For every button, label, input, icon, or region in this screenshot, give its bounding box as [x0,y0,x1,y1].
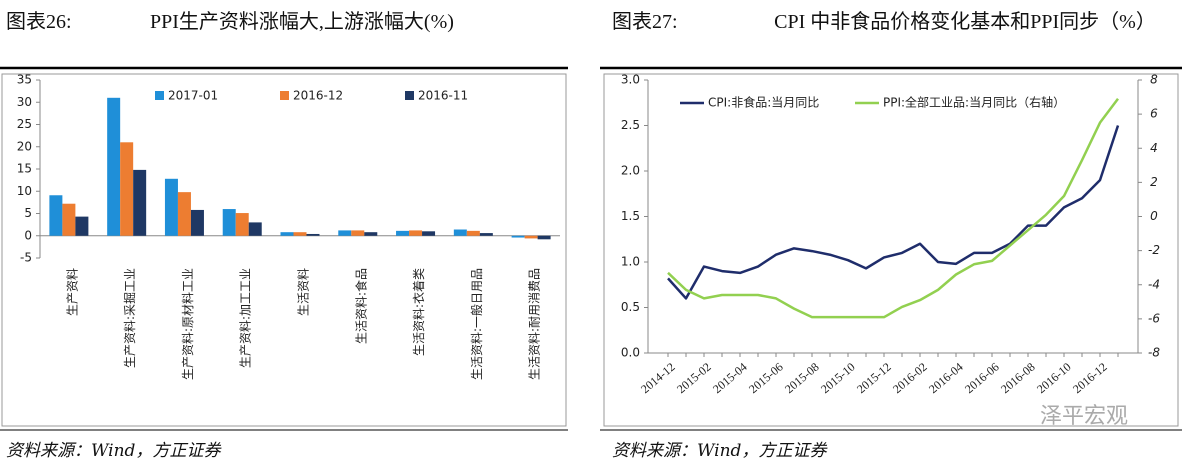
x-tick-label: 生产资料:加工工业 [239,268,253,368]
bar [338,230,352,236]
bar [62,203,76,236]
bar [164,178,178,236]
legend-swatch [405,91,414,100]
chart-label: 图表27: [612,11,678,33]
y2-tick-label: 0 [1150,209,1158,223]
legend-label: 2017-01 [168,89,218,103]
y-tick-label: 2.5 [621,118,640,132]
bar [120,142,134,236]
bar [453,229,467,236]
y-tick-label: 3.0 [621,73,640,87]
legend-label: CPI:非食品:当月同比 [708,95,819,110]
line [667,125,1120,300]
y-tick-label: 10 [17,184,32,198]
x-tick-label: 2015-08 [782,360,822,396]
y-tick-label: 30 [17,95,32,109]
y2-tick-label: 8 [1150,73,1158,87]
bar [49,195,63,236]
bar [511,235,525,238]
watermark: 泽平宏观 [1040,404,1129,429]
frame [603,73,1179,427]
bar [306,233,320,236]
y-tick-label: 1.5 [621,209,640,223]
x-tick-label: 生产资料:采掘工业 [122,268,137,368]
bar [537,235,551,240]
x-tick-label: 2016-02 [890,360,930,396]
bar [479,233,493,236]
bar [293,232,307,236]
line [667,98,1119,319]
chart-label: 图表26: [6,11,72,33]
y-tick-label: 1.0 [621,255,640,269]
bar [364,232,378,236]
bar [466,230,480,236]
bar [351,230,365,236]
bar [248,222,262,236]
bar [107,97,121,236]
legend-swatch [280,91,289,100]
chart-title: PPI生产资料涨幅大,上游涨幅大(%) [150,11,454,33]
y-tick-label: 2.0 [621,164,640,178]
y2-tick-label: -4 [1148,277,1160,291]
x-tick-label: 2016-06 [962,360,1002,396]
bar [396,230,410,236]
y2-tick-label: -2 [1148,243,1160,257]
legend-label: 2016-12 [293,89,343,103]
y-tick-label: 25 [17,117,32,131]
y-tick-label: 0.5 [621,300,640,314]
bar [75,216,89,236]
x-tick-label: 2015-06 [746,360,786,396]
x-tick-label: 2015-02 [674,360,714,396]
frame [1,73,567,427]
x-tick-label: 生活资料:衣着类 [411,268,426,356]
bar [133,169,147,236]
source: 资料来源：Wind，方正证券 [612,441,827,461]
bar [177,192,191,236]
x-tick-label: 2015-12 [854,360,894,396]
y-tick-label: 15 [17,162,32,176]
y-tick-label: 5 [24,206,32,220]
chart-title: CPI 中非食品价格变化基本和PPI同步（%） [774,11,1156,33]
y2-tick-label: 6 [1150,107,1158,121]
legend-label: PPI:全部工业品:当月同比（右轴） [883,95,1065,110]
x-tick-label: 2015-10 [818,360,858,396]
x-tick-label: 2016-04 [926,360,966,396]
x-tick-label: 2014-12 [638,360,678,396]
legend-label: 2016-11 [418,89,468,103]
bar [524,235,538,239]
bar [409,230,423,236]
y-tick-label: 0 [24,228,32,242]
bar [280,232,294,236]
x-tick-label: 2016-08 [998,360,1038,396]
x-tick-label: 生活资料 [297,268,311,316]
bar [222,209,236,236]
y2-tick-label: -6 [1148,311,1160,325]
bar [190,209,204,236]
y-tick-label: -5 [20,251,32,265]
x-tick-label: 2016-10 [1034,360,1074,396]
y-tick-label: 35 [17,73,32,87]
x-tick-label: 生产资料 [65,268,79,316]
y2-tick-label: 2 [1150,175,1158,189]
bar [235,213,249,236]
y-tick-label: 20 [17,139,32,153]
y2-tick-label: -8 [1148,346,1160,360]
y-tick-label: 0.0 [621,346,640,360]
y2-tick-label: 4 [1150,141,1158,155]
x-tick-label: 生活资料:一般日用品 [469,268,484,380]
x-tick-label: 2016-12 [1070,360,1110,396]
legend-swatch [155,91,164,100]
source: 资料来源：Wind，方正证券 [6,441,221,461]
x-tick-label: 生产资料:原材料工业 [181,268,195,380]
x-tick-label: 2015-04 [710,360,750,396]
bar [422,231,436,236]
x-tick-label: 生活资料:耐用消费品 [528,268,542,380]
x-tick-label: 生活资料:食品 [353,268,368,344]
